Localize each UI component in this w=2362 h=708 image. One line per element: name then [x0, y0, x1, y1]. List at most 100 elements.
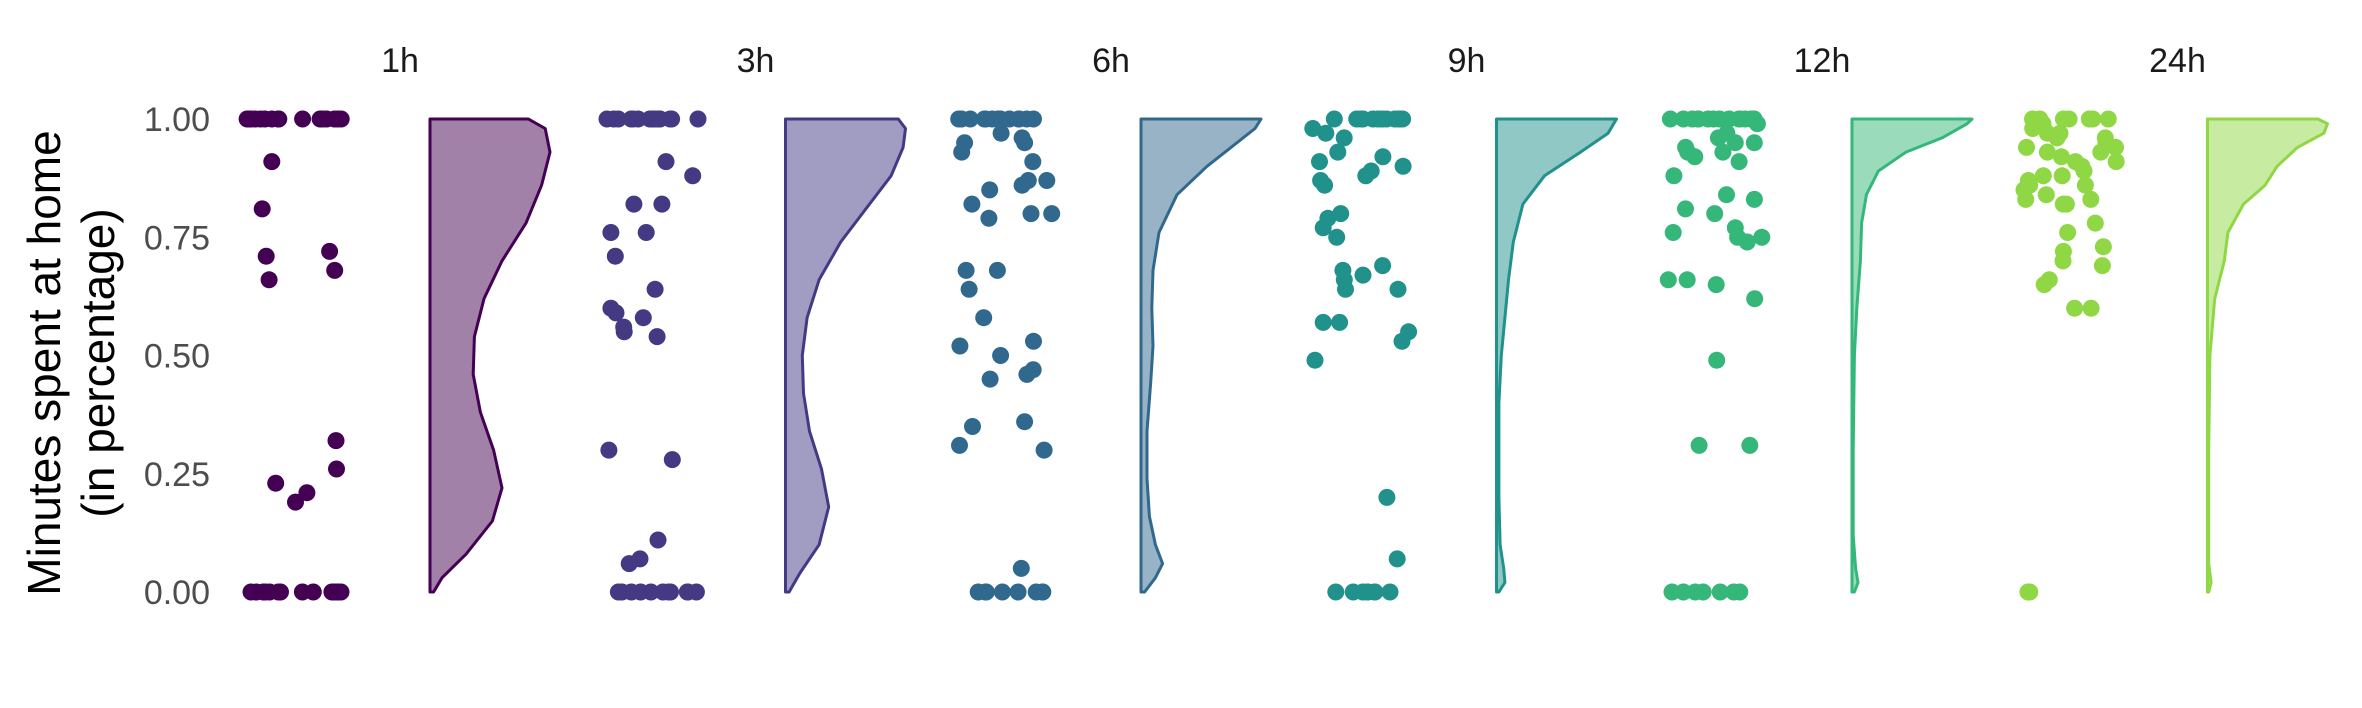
- data-point: [287, 493, 304, 511]
- panel-12h: 12h: [1659, 42, 1974, 601]
- data-point: [648, 328, 666, 346]
- data-point: [1022, 205, 1040, 223]
- data-point: [2057, 195, 2075, 213]
- density-cloud: [428, 117, 552, 594]
- data-point: [634, 309, 652, 327]
- data-point: [953, 143, 971, 161]
- data-point: [1025, 332, 1042, 350]
- data-point: [992, 124, 1010, 142]
- data-point: [1678, 271, 1696, 289]
- data-point: [646, 280, 664, 298]
- data-point: [1329, 143, 1347, 161]
- data-point: [321, 242, 339, 260]
- data-point: [1714, 143, 1732, 161]
- data-point: [1704, 110, 1722, 128]
- data-point: [2099, 110, 2117, 128]
- data-point: [1314, 219, 1332, 237]
- data-point: [1708, 351, 1726, 369]
- data-point: [991, 110, 1009, 128]
- data-point: [1378, 488, 1396, 506]
- data-point: [2093, 257, 2111, 275]
- data-point: [600, 441, 618, 459]
- facet-label: 1h: [381, 42, 419, 80]
- data-point: [1306, 351, 1324, 369]
- data-point: [293, 583, 311, 601]
- data-point: [2080, 110, 2098, 128]
- data-point: [657, 153, 675, 171]
- data-point: [2092, 143, 2110, 161]
- data-point: [2024, 120, 2042, 137]
- data-point: [649, 531, 667, 549]
- data-point: [1328, 228, 1346, 246]
- data-point: [951, 436, 968, 454]
- data-point: [957, 261, 975, 279]
- data-point: [1332, 205, 1350, 223]
- data-point: [263, 153, 281, 171]
- panel-3h: 3h: [598, 42, 907, 601]
- data-point: [298, 484, 316, 502]
- data-point: [625, 195, 643, 213]
- data-point: [602, 224, 620, 241]
- data-point: [1027, 583, 1045, 601]
- data-point: [314, 110, 332, 128]
- data-point: [1035, 441, 1053, 459]
- data-point: [1381, 583, 1399, 601]
- data-point: [1012, 559, 1030, 577]
- data-point: [2048, 129, 2066, 147]
- data-point: [981, 181, 999, 199]
- data-point: [1753, 228, 1771, 246]
- data-point: [257, 247, 275, 265]
- data-point: [609, 110, 627, 128]
- data-point: [1677, 200, 1694, 218]
- data-point: [2052, 148, 2070, 166]
- data-point: [653, 195, 671, 213]
- data-point: [1010, 110, 1028, 128]
- density-cloud: [1495, 117, 1618, 594]
- data-point: [1389, 280, 1407, 298]
- data-point: [964, 418, 981, 435]
- data-point: [1709, 129, 1727, 147]
- data-point: [240, 110, 258, 128]
- data-point: [1726, 134, 1744, 152]
- data-point: [980, 209, 998, 227]
- data-point: [1024, 153, 1042, 171]
- data-point: [2053, 167, 2071, 185]
- panel-24h: 24h: [2015, 42, 2329, 601]
- data-point: [992, 347, 1010, 364]
- data-point: [2059, 224, 2077, 241]
- chart-panels: 1h 3h 6h 9h 12h 24h: [238, 42, 2329, 601]
- data-point: [327, 432, 345, 450]
- data-point: [2054, 110, 2072, 128]
- data-point: [1707, 276, 1725, 294]
- data-point: [1741, 436, 1759, 454]
- data-point: [1325, 110, 1343, 128]
- data-point: [689, 110, 707, 128]
- density-cloud: [1850, 117, 1974, 594]
- data-point: [977, 110, 995, 128]
- y-axis-ticks: 0.00 0.25 0.50 0.75 1.00: [144, 101, 210, 612]
- data-point: [2086, 214, 2104, 232]
- data-point: [2017, 190, 2035, 208]
- data-point: [2035, 276, 2053, 294]
- y-tick-label: 0.00: [144, 574, 210, 612]
- data-point: [637, 224, 655, 241]
- facet-label: 12h: [1794, 42, 1851, 80]
- data-point: [1718, 186, 1735, 204]
- data-point: [1316, 176, 1334, 194]
- data-point: [1304, 120, 1322, 137]
- data-point: [1664, 224, 1682, 241]
- data-point: [2066, 299, 2084, 317]
- data-point: [326, 261, 344, 279]
- data-point: [1314, 313, 1332, 331]
- data-point: [1745, 190, 1763, 208]
- facet-label: 3h: [737, 42, 775, 80]
- data-point: [1366, 583, 1383, 601]
- data-point: [1659, 271, 1677, 289]
- data-point: [1386, 110, 1404, 128]
- data-point: [1335, 129, 1353, 147]
- data-point: [1013, 176, 1031, 194]
- data-point: [1731, 110, 1749, 128]
- data-point: [253, 200, 271, 218]
- data-point: [1711, 583, 1729, 601]
- data-point: [606, 247, 624, 265]
